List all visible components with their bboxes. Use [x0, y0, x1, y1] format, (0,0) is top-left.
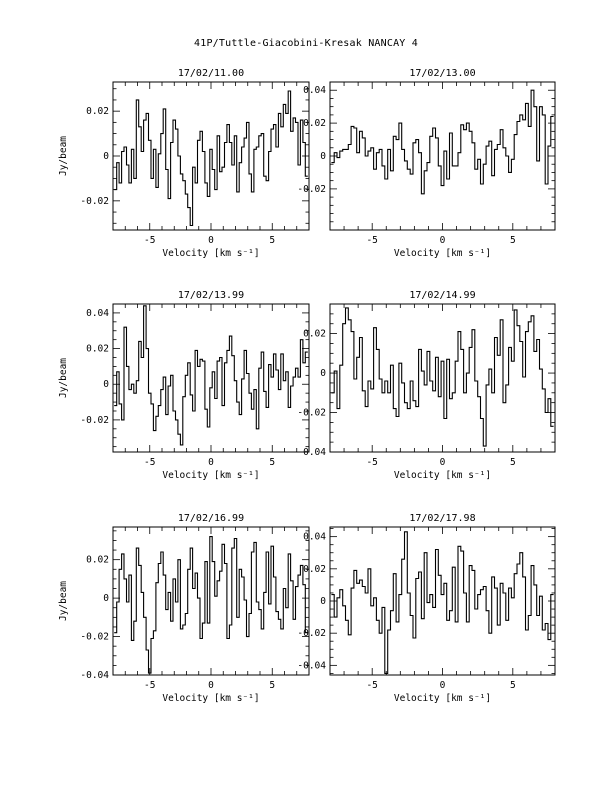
plot-frame — [329, 81, 556, 231]
plot-frame — [329, 526, 556, 676]
x-tick-label: 0 — [208, 457, 214, 468]
page-title: 41P/Tuttle-Giacobini-Kresak NANCAY 4 — [194, 38, 418, 49]
x-axis-label: Velocity [km s⁻¹] — [394, 693, 491, 704]
y-tick-label: 0.02 — [303, 564, 326, 575]
y-tick-label: 0.02 — [86, 344, 109, 355]
x-tick-label: 0 — [440, 680, 446, 691]
x-tick-label: 5 — [510, 457, 516, 468]
x-tick-label: -5 — [366, 680, 377, 691]
x-tick-label: 5 — [269, 457, 275, 468]
y-tick-label: 0 — [103, 593, 109, 604]
panel-title: 17/02/17.98 — [409, 513, 475, 524]
panel-title: 17/02/11.00 — [178, 68, 244, 79]
panel-title: 17/02/13.00 — [409, 68, 475, 79]
spectrum-line — [331, 307, 554, 447]
x-axis-label: Velocity [km s⁻¹] — [162, 248, 259, 259]
spectrum-panel-3: -5 0 5 -0.02 0 0.02 0.04 17/02/13.99 Velocity [k… — [58, 290, 310, 481]
y-tick-label: 0 — [320, 368, 326, 379]
x-tick-label: -5 — [366, 457, 377, 468]
x-tick-label: 5 — [510, 235, 516, 246]
x-axis-label: Velocity [km s⁻¹] — [162, 693, 259, 704]
y-tick-label: -0.02 — [80, 632, 109, 643]
x-tick-label: -5 — [144, 680, 155, 691]
y-tick-label: 0 — [320, 596, 326, 607]
x-tick-label: 0 — [440, 457, 446, 468]
y-tick-label: -0.04 — [297, 660, 326, 671]
y-tick-label: 0.04 — [303, 85, 326, 96]
y-tick-label: -0.02 — [297, 628, 326, 639]
y-tick-label: 0.04 — [303, 532, 326, 543]
y-tick-label: 0.04 — [86, 308, 109, 319]
x-tick-label: 0 — [208, 680, 214, 691]
spectrum-line — [114, 536, 308, 674]
spectrum-panel-5: -5 0 5 -0.04 -0.02 0 0.02 17/02/16.99 Velocity [… — [58, 513, 310, 704]
x-tick-label: 0 — [440, 235, 446, 246]
y-tick-label: -0.04 — [80, 670, 109, 681]
panel-title: 17/02/13.99 — [178, 290, 244, 301]
x-tick-label: -5 — [144, 457, 155, 468]
panel-title: 17/02/16.99 — [178, 513, 244, 524]
x-tick-label: 5 — [510, 680, 516, 691]
y-tick-label: -0.02 — [80, 415, 109, 426]
y-axis-label: Jy/beam — [58, 358, 69, 398]
spectrum-line — [114, 305, 308, 446]
y-tick-label: -0.04 — [297, 447, 326, 458]
y-tick-label: 0 — [103, 379, 109, 390]
x-tick-label: 5 — [269, 235, 275, 246]
x-axis-label: Velocity [km s⁻¹] — [394, 470, 491, 481]
y-tick-label: 0.02 — [303, 329, 326, 340]
y-tick-label: 0.02 — [86, 106, 109, 117]
spectrum-panel-6: -5 0 5 -0.04 -0.02 0 0.02 0.04 17/02/17.98 Veloci… — [297, 513, 556, 704]
spectrum-line — [114, 90, 308, 227]
y-tick-label: -0.02 — [297, 408, 326, 419]
plot-frame — [112, 81, 310, 231]
x-axis-label: Velocity [km s⁻¹] — [162, 470, 259, 481]
spectrum-panel-4: -5 0 5 -0.04 -0.02 0 0.02 17/02/14.99 Velocity [… — [297, 290, 556, 481]
x-tick-label: 0 — [208, 235, 214, 246]
spectrum-line — [331, 89, 554, 195]
spectrum-line — [331, 531, 554, 674]
y-tick-label: -0.02 — [297, 184, 326, 195]
y-tick-label: -0.02 — [80, 196, 109, 207]
panel-title: 17/02/14.99 — [409, 290, 475, 301]
y-tick-label: 0.02 — [86, 555, 109, 566]
plot-frame — [112, 526, 310, 676]
y-tick-label: 0 — [320, 151, 326, 162]
x-tick-label: -5 — [144, 235, 155, 246]
y-tick-label: 0 — [103, 151, 109, 162]
x-tick-label: 5 — [269, 680, 275, 691]
y-tick-label: 0.02 — [303, 118, 326, 129]
spectrum-panel-2: -5 0 5 -0.02 0 0.02 0.04 17/02/13.00 Velocity [k… — [297, 68, 556, 259]
spectrum-panel-1: -5 0 5 -0.02 0 0.02 17/02/11.00 Velocity [km s⁻… — [58, 68, 310, 259]
plot-frame — [112, 303, 310, 453]
x-tick-label: -5 — [366, 235, 377, 246]
x-axis-label: Velocity [km s⁻¹] — [394, 248, 491, 259]
y-axis-label: Jy/beam — [58, 581, 69, 621]
y-axis-label: Jy/beam — [58, 136, 69, 176]
plot-frame — [329, 303, 556, 453]
